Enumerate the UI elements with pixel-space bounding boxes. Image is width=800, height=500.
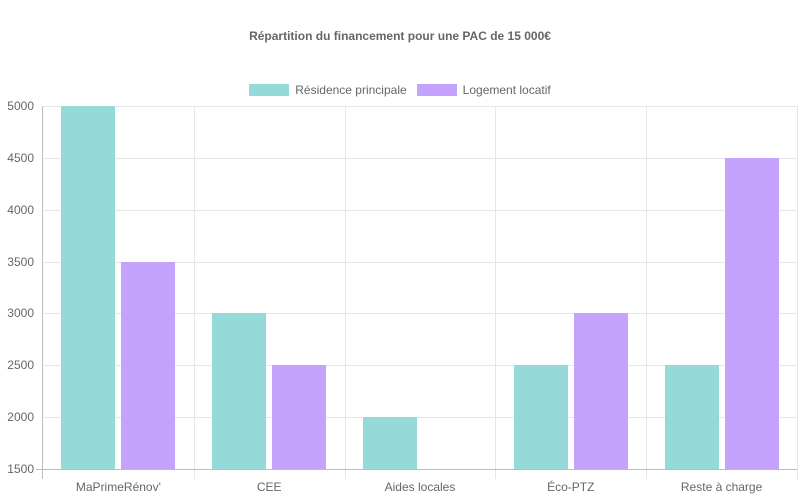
legend-item-logement-locatif[interactable]: Logement locatif: [417, 83, 551, 97]
x-tick-label: Éco-PTZ: [501, 480, 641, 494]
x-axis: [36, 469, 797, 470]
legend: Résidence principale Logement locatif: [0, 83, 800, 97]
bar[interactable]: [574, 313, 628, 469]
bar[interactable]: [363, 417, 417, 469]
x-tick-label: Aides locales: [350, 480, 490, 494]
y-tick-label: 5000: [0, 99, 34, 113]
legend-label: Résidence principale: [295, 83, 406, 97]
y-tick-label: 4500: [0, 151, 34, 165]
bar[interactable]: [514, 365, 568, 469]
x-tick-label: Reste à charge: [652, 480, 792, 494]
y-tick-label: 4000: [0, 203, 34, 217]
legend-label: Logement locatif: [463, 83, 551, 97]
x-tick-label: CEE: [199, 480, 339, 494]
legend-swatch: [249, 84, 289, 96]
bar-chart: Répartition du financement pour une PAC …: [0, 0, 800, 500]
bar[interactable]: [61, 106, 115, 469]
legend-swatch: [417, 84, 457, 96]
gridline-vertical: [646, 106, 647, 479]
bar[interactable]: [665, 365, 719, 469]
x-tick-label: MaPrimeRénov': [48, 480, 188, 494]
gridline-vertical: [194, 106, 195, 479]
gridline-horizontal: [43, 106, 797, 107]
legend-item-residence-principale[interactable]: Résidence principale: [249, 83, 406, 97]
chart-title: Répartition du financement pour une PAC …: [0, 29, 800, 43]
y-axis: [42, 106, 43, 479]
y-tick-label: 3000: [0, 306, 34, 320]
y-tick-label: 1500: [0, 462, 34, 476]
bar[interactable]: [212, 313, 266, 469]
y-tick-label: 3500: [0, 255, 34, 269]
gridline-vertical: [495, 106, 496, 479]
bar[interactable]: [121, 262, 175, 469]
gridline-horizontal: [43, 210, 797, 211]
gridline-vertical: [345, 106, 346, 479]
y-tick-label: 2000: [0, 410, 34, 424]
gridline-vertical: [797, 106, 798, 479]
bar[interactable]: [272, 365, 326, 469]
y-tick-label: 2500: [0, 358, 34, 372]
gridline-horizontal: [43, 158, 797, 159]
bar[interactable]: [725, 158, 779, 469]
